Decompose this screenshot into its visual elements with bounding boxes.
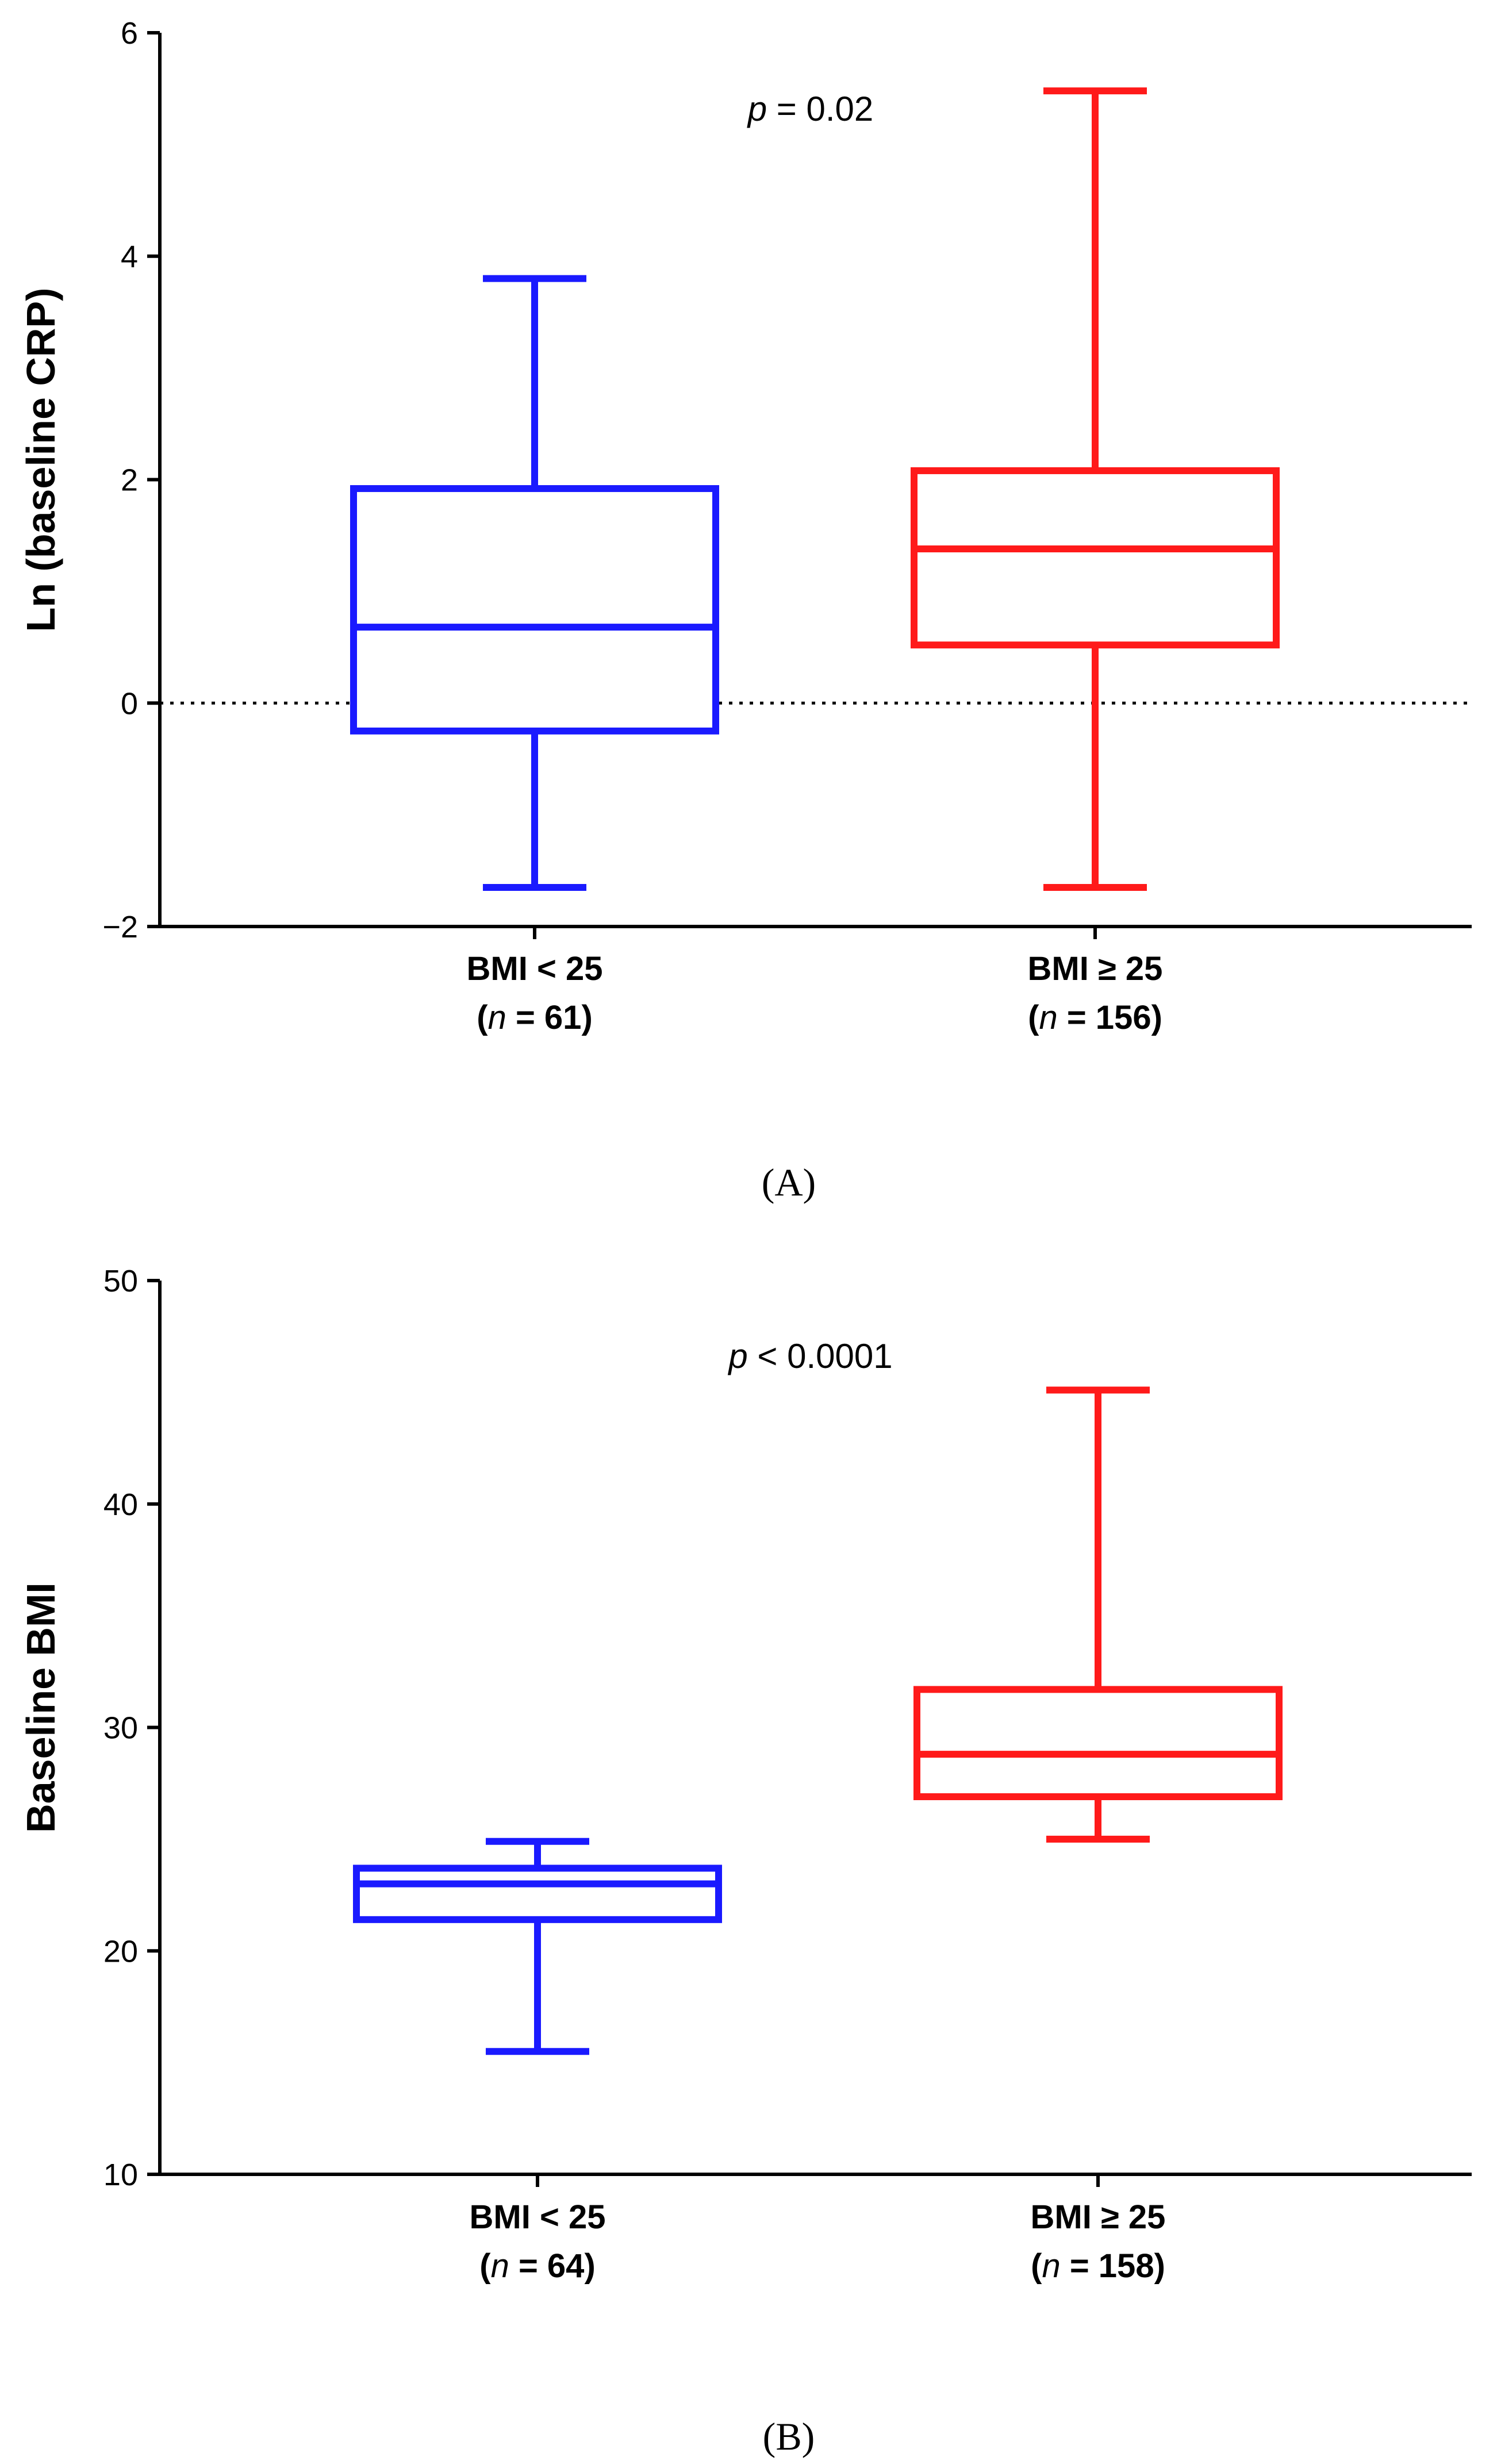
panel-b-category-n-1: (n = 64) — [479, 2247, 596, 2285]
panel-a-box-2-iqr — [911, 467, 1280, 649]
panel-a-y-tick-label-1: 0 — [121, 686, 138, 721]
panel-a-y-axis-title: Ln (baseline CRP) — [18, 288, 63, 632]
panel-a-label: (A) — [762, 1160, 816, 1204]
panel-a-category-label-2: BMI ≥ 25 — [1028, 950, 1163, 987]
panel-b-y-axis-title: Baseline BMI — [18, 1582, 63, 1833]
panel-a-p-value: p = 0.02 — [747, 90, 874, 128]
panel-b-box-2-iqr — [913, 1686, 1283, 1801]
panel-a-category-n-1: (n = 61) — [477, 999, 593, 1036]
panel-a-category-n-2: (n = 156) — [1028, 999, 1162, 1036]
panel-a: Ln (baseline CRP) −2 0 2 4 6 p = 0.02 BMI < … — [18, 16, 1472, 1204]
panel-b-y-tick-label-4: 50 — [103, 1264, 138, 1298]
panel-b-y-ticks: 10 20 30 40 50 — [103, 1264, 160, 2192]
panel-b-box-1-iqr — [353, 1865, 722, 1923]
panel-b-box-2 — [913, 1386, 1283, 1843]
panel-b-category-n-2: (n = 158) — [1031, 2247, 1165, 2285]
panel-b-y-tick-label-0: 10 — [103, 2158, 138, 2192]
panel-b-box-1 — [353, 1838, 722, 2055]
panel-a-y-ticks: −2 0 2 4 6 — [102, 16, 160, 944]
panel-b: Baseline BMI 10 20 30 40 50 p < 0.0001 BMI <… — [18, 1264, 1472, 2458]
panel-a-y-tick-label-3: 4 — [121, 240, 138, 274]
panel-a-y-tick-label-4: 6 — [121, 16, 138, 51]
panel-a-box-1-iqr — [350, 485, 719, 735]
panel-a-category-label-1: BMI < 25 — [467, 950, 603, 987]
panel-b-boxes — [353, 1386, 1283, 2055]
panel-b-y-tick-label-1: 20 — [103, 1934, 138, 1969]
panel-b-y-tick-label-2: 30 — [103, 1711, 138, 1746]
panel-a-boxes — [350, 87, 1280, 891]
panel-b-label: (B) — [763, 2415, 815, 2458]
panel-b-y-tick-label-3: 40 — [103, 1487, 138, 1522]
panel-a-y-tick-label-0: −2 — [102, 910, 138, 944]
panel-a-box-2 — [911, 87, 1280, 891]
panel-b-p-value: p < 0.0001 — [727, 1337, 892, 1375]
panel-a-box-1 — [350, 275, 719, 891]
panel-b-category-label-2: BMI ≥ 25 — [1031, 2198, 1166, 2236]
panel-b-category-label-1: BMI < 25 — [470, 2198, 606, 2236]
panel-a-y-tick-label-2: 2 — [121, 463, 138, 498]
